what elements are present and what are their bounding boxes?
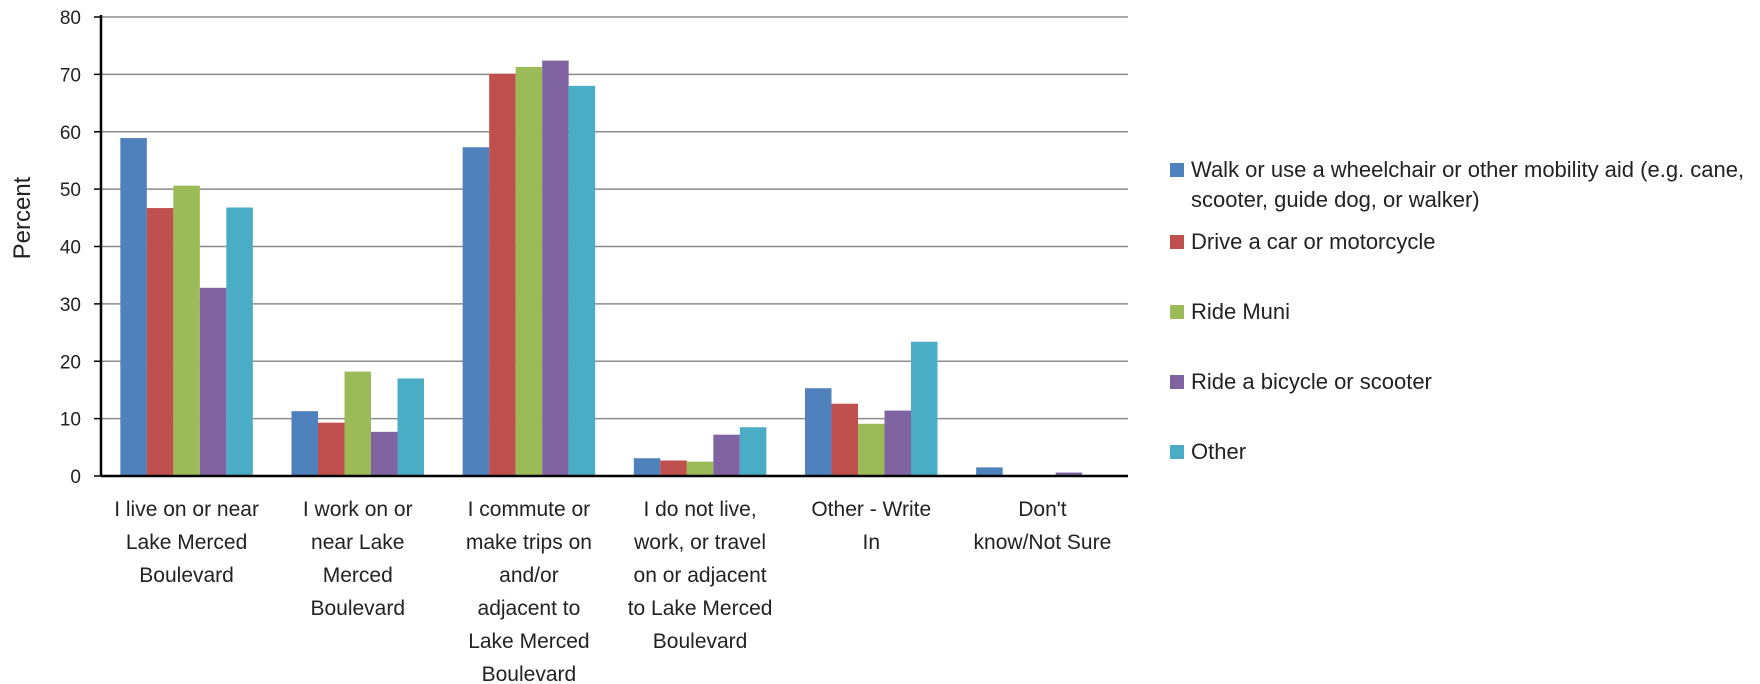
x-category-label-line: Boulevard bbox=[139, 564, 234, 587]
bar bbox=[291, 411, 318, 476]
x-category-label-line: I work on or bbox=[303, 498, 413, 521]
y-tick-label: 70 bbox=[60, 65, 81, 86]
y-tick-label: 10 bbox=[60, 410, 81, 431]
legend-label: Ride a bicycle or scooter bbox=[1191, 369, 1432, 394]
bar bbox=[462, 147, 490, 476]
y-tick-label: 0 bbox=[70, 467, 81, 488]
bar bbox=[318, 422, 345, 476]
bar bbox=[858, 423, 885, 476]
x-category-label: I work on or near Lake Merced Boulevard bbox=[303, 498, 413, 620]
bar bbox=[542, 60, 569, 476]
x-category-label: I commute or make trips on and/or adjacent … bbox=[466, 498, 592, 684]
x-category-label-line: adjacent to bbox=[478, 597, 581, 620]
bar bbox=[805, 388, 832, 476]
axes bbox=[99, 15, 1128, 478]
bar bbox=[976, 467, 1003, 476]
y-tick-label: 80 bbox=[60, 8, 81, 29]
x-category-label: Other - Write In bbox=[811, 498, 931, 554]
x-category-label-line: work, or travel bbox=[633, 531, 766, 554]
legend-item: Other bbox=[1170, 437, 1750, 467]
bar bbox=[633, 458, 661, 476]
y-tick-label: 50 bbox=[60, 180, 81, 201]
x-category-label-line: Other - Write bbox=[811, 498, 931, 521]
x-category-label-line: know/Not Sure bbox=[974, 531, 1112, 554]
bars bbox=[120, 60, 1083, 477]
bar bbox=[686, 461, 714, 476]
legend-swatch bbox=[1170, 305, 1184, 319]
legend-item: Ride Muni bbox=[1170, 297, 1750, 327]
legend-label: Ride Muni bbox=[1191, 299, 1291, 324]
bar bbox=[146, 208, 174, 476]
x-category-label-line: and/or bbox=[499, 564, 559, 587]
x-category-label-line: Boulevard bbox=[653, 630, 748, 653]
x-category-label-line: I do not live, bbox=[643, 498, 756, 521]
legend-item: Drive a car or motorcycle bbox=[1170, 227, 1750, 257]
x-category-label-line: Boulevard bbox=[482, 663, 577, 684]
legend: Walk or use a wheelchair or other mobili… bbox=[1170, 155, 1750, 467]
bar-chart: 0 10 20 30 40 50 60 70 80 I live on or near Lake … bbox=[9, 8, 1128, 684]
y-tick-label: 40 bbox=[60, 238, 81, 259]
bar bbox=[660, 460, 687, 476]
x-category-label-line: near Lake bbox=[311, 531, 404, 554]
y-tick-label: 20 bbox=[60, 352, 81, 373]
x-category-label: Don't know/Not Sure bbox=[974, 498, 1112, 554]
bar bbox=[713, 434, 740, 476]
x-category-label-line: Don't bbox=[1018, 498, 1067, 521]
x-category-label: I live on or near Lake Merced Boulevard bbox=[114, 498, 259, 587]
bar bbox=[911, 341, 938, 476]
gridlines bbox=[94, 16, 1128, 477]
legend-swatch bbox=[1170, 445, 1184, 459]
bar bbox=[739, 427, 767, 476]
legend-swatch bbox=[1170, 235, 1184, 249]
x-category-label-line: to Lake Merced bbox=[628, 597, 773, 620]
bar bbox=[173, 185, 200, 476]
x-category-label-line: I commute or bbox=[468, 498, 591, 521]
bar bbox=[344, 371, 371, 476]
x-category-label-line: I live on or near bbox=[114, 498, 259, 521]
legend-swatch bbox=[1170, 375, 1184, 389]
bar bbox=[226, 207, 253, 477]
y-axis-label: Percent bbox=[9, 176, 36, 259]
legend-item: Ride a bicycle or scooter bbox=[1170, 367, 1750, 397]
legend-label: Walk or use a wheelchair or other mobili… bbox=[1191, 157, 1745, 212]
bar bbox=[489, 73, 516, 477]
bar bbox=[120, 138, 147, 476]
bar bbox=[568, 85, 596, 476]
legend-item: Walk or use a wheelchair or other mobili… bbox=[1170, 155, 1750, 215]
y-tick-label: 30 bbox=[60, 295, 81, 316]
legend-label: Drive a car or motorcycle bbox=[1191, 229, 1436, 254]
bar bbox=[884, 410, 911, 476]
x-category-label-line: make trips on bbox=[466, 531, 592, 554]
bar bbox=[831, 403, 858, 476]
x-category-label-line: Lake Merced bbox=[126, 531, 247, 554]
bar bbox=[199, 287, 227, 476]
x-category-label-line: Boulevard bbox=[310, 597, 405, 620]
bar bbox=[397, 378, 424, 476]
x-category-label-line: Lake Merced bbox=[468, 630, 589, 653]
x-category-label-line: In bbox=[862, 531, 880, 554]
y-tick-label: 60 bbox=[60, 123, 81, 144]
x-category-label-line: Merced bbox=[323, 564, 393, 587]
x-category-label-line: on or adjacent bbox=[634, 564, 767, 587]
x-category-label: I do not live, work, or travel on or adjac… bbox=[628, 498, 773, 653]
bar bbox=[1055, 472, 1083, 476]
y-tick-labels: 0 10 20 30 40 50 60 70 80 bbox=[60, 8, 81, 488]
legend-swatch bbox=[1170, 163, 1184, 177]
bar bbox=[515, 66, 543, 476]
legend-label: Other bbox=[1191, 439, 1247, 464]
bar bbox=[371, 431, 398, 476]
